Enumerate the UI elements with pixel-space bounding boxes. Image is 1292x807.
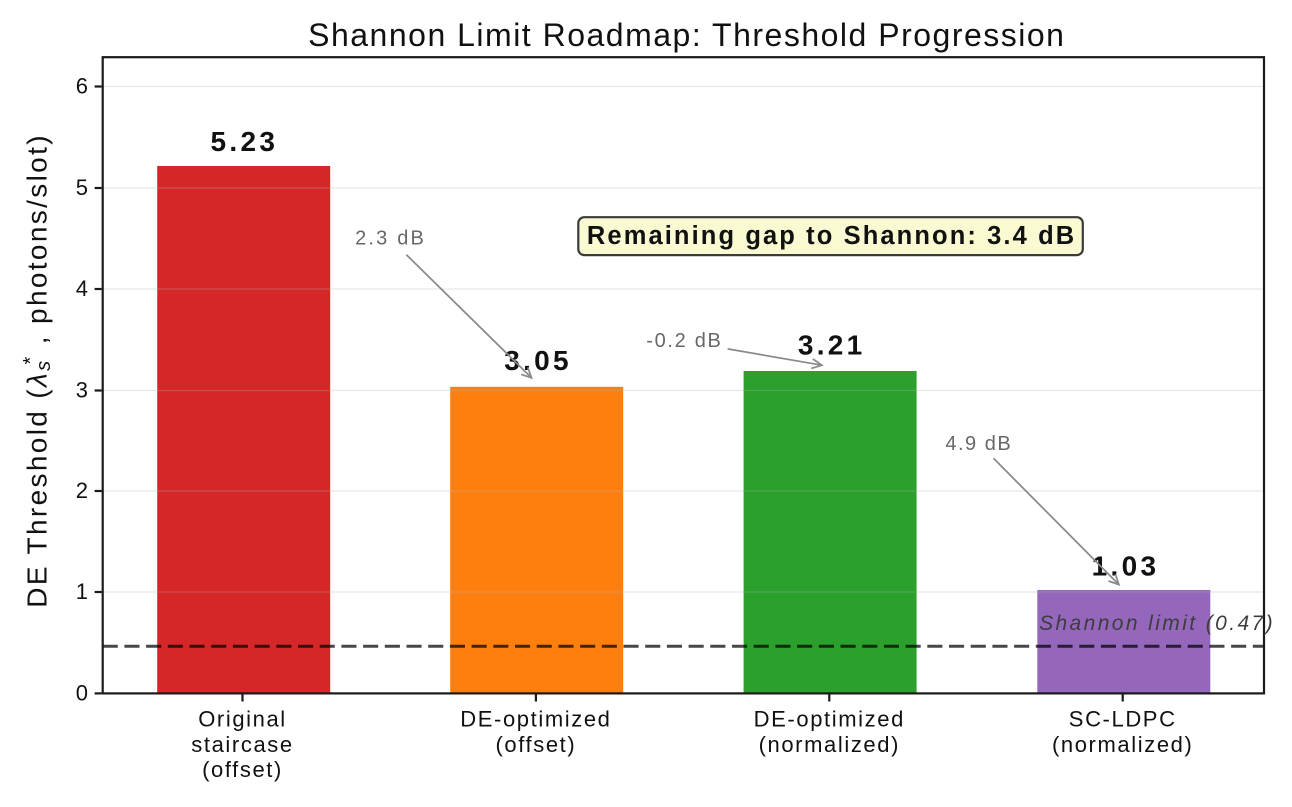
svg-text:5: 5 (76, 175, 88, 200)
svg-text:0: 0 (76, 680, 88, 705)
svg-text:3: 3 (76, 378, 88, 403)
svg-text:(offset): (offset) (495, 732, 576, 757)
svg-text:4: 4 (76, 276, 88, 301)
svg-text:(normalized): (normalized) (759, 732, 900, 757)
svg-text:(normalized): (normalized) (1052, 732, 1193, 757)
svg-text:6: 6 (76, 74, 88, 99)
svg-text:SC-LDPC: SC-LDPC (1069, 707, 1177, 732)
svg-text:1: 1 (76, 579, 88, 604)
svg-text:DE Threshold (λs* , photons/sl: DE Threshold (λs* , photons/slot) (20, 133, 55, 608)
svg-text:staircase: staircase (191, 732, 293, 757)
svg-text:Original: Original (198, 707, 287, 732)
svg-text:5.23: 5.23 (211, 126, 279, 157)
svg-text:3.21: 3.21 (798, 330, 866, 361)
svg-text:-0.2 dB: -0.2 dB (646, 330, 722, 352)
svg-text:Shannon Limit Roadmap: Thresho: Shannon Limit Roadmap: Threshold Progres… (308, 17, 1065, 53)
svg-text:Remaining gap to Shannon: 3.4: Remaining gap to Shannon: 3.4 dB (587, 222, 1076, 250)
svg-text:4.9 dB: 4.9 dB (945, 433, 1012, 455)
svg-text:2: 2 (76, 478, 88, 503)
svg-text:DE-optimized: DE-optimized (460, 707, 611, 732)
svg-text:DE-optimized: DE-optimized (754, 707, 905, 732)
svg-text:2.3 dB: 2.3 dB (355, 228, 426, 250)
svg-text:Shannon limit (0.47): Shannon limit (0.47) (1039, 612, 1275, 635)
svg-text:1.03: 1.03 (1092, 551, 1160, 582)
svg-text:(offset): (offset) (202, 757, 283, 782)
